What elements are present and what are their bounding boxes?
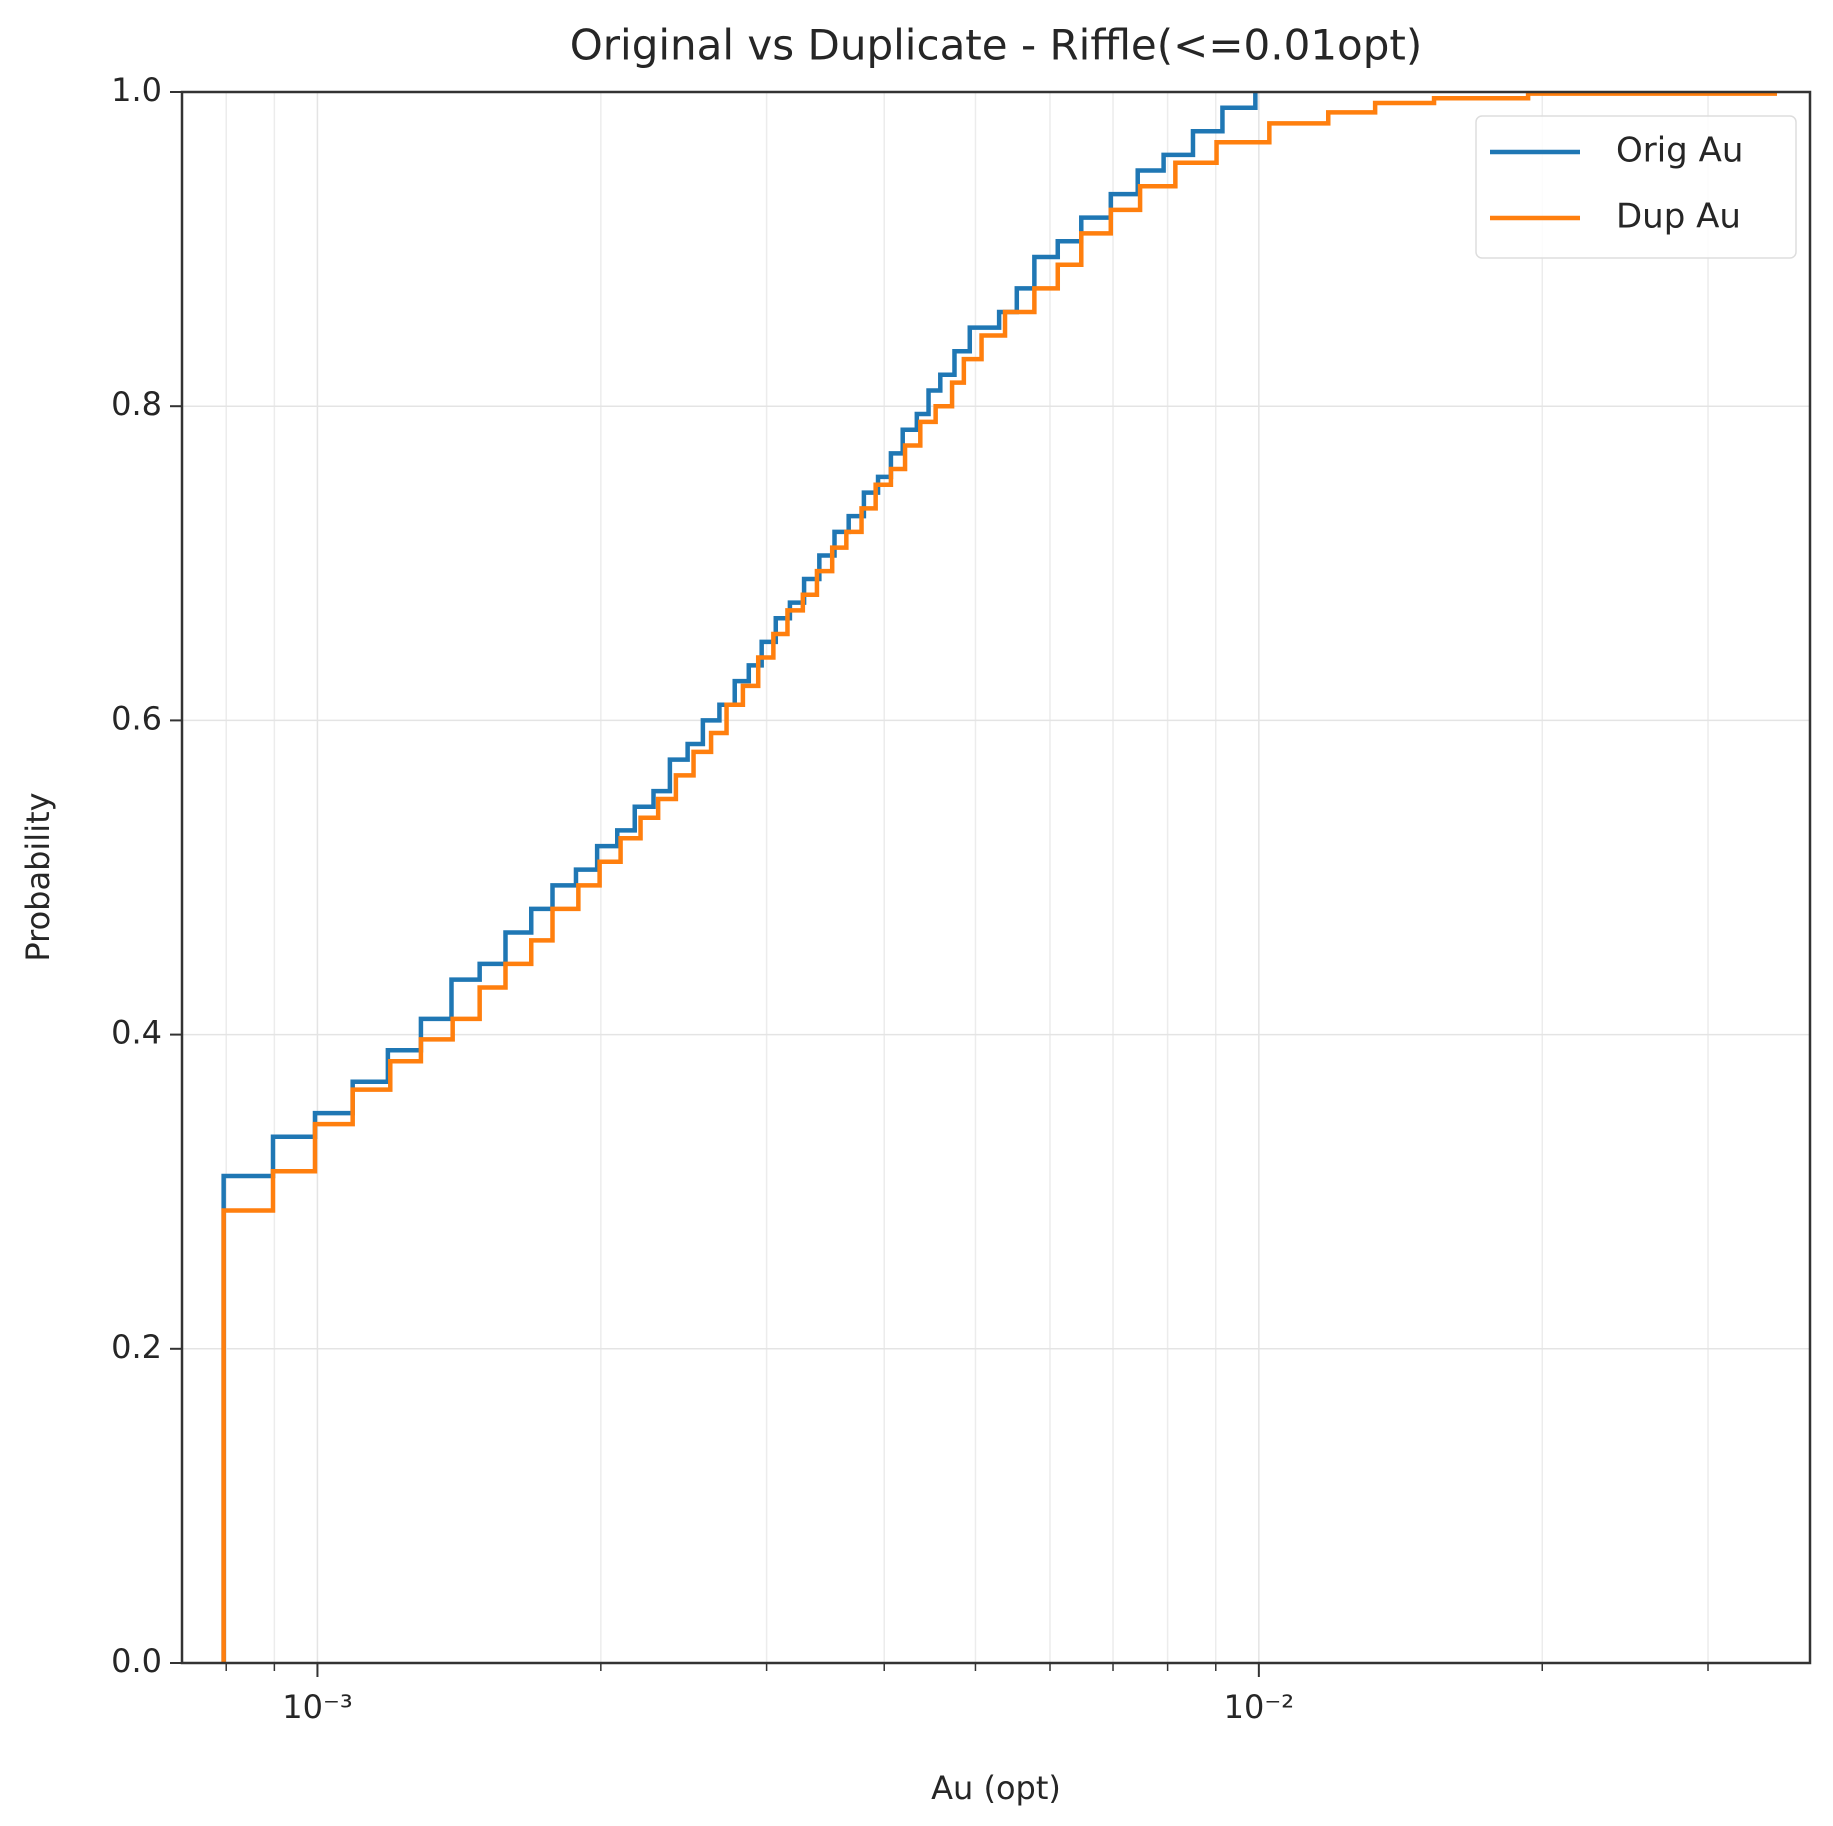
plot-frame (180, 90, 1812, 1665)
chart-title: Original vs Duplicate - Riffle(<=0.01opt… (570, 21, 1423, 70)
y-tick-label: 0.8 (111, 385, 162, 423)
y-tick-label: 0.0 (111, 1642, 162, 1680)
y-tick-label: 1.0 (111, 71, 162, 109)
y-tick-label: 0.6 (111, 699, 162, 737)
ecdf-line (221, 92, 1258, 1663)
legend: Orig Au Dup Au (1475, 115, 1797, 259)
legend-label: Dup Au (1616, 197, 1741, 237)
x-tick-label: 10⁻³ (282, 1688, 352, 1726)
x-tick-label: 10⁻² (1224, 1688, 1294, 1726)
y-axis-label: Probability (19, 792, 57, 961)
y-tick-label: 0.4 (111, 1014, 162, 1052)
ecdf-line (221, 91, 1777, 1663)
legend-label: Orig Au (1616, 131, 1743, 171)
x-axis-label: Au (opt) (931, 1769, 1061, 1807)
y-tick-label: 0.2 (111, 1328, 162, 1366)
